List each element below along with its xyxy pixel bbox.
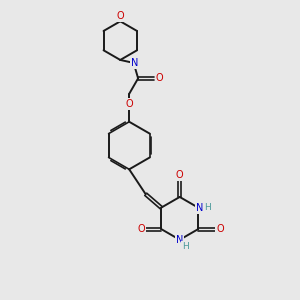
Text: H: H: [204, 203, 211, 212]
Text: N: N: [196, 203, 203, 213]
Text: O: O: [156, 74, 164, 83]
Text: O: O: [176, 170, 184, 180]
Text: H: H: [182, 242, 188, 251]
Text: O: O: [216, 224, 224, 234]
Text: O: O: [137, 224, 145, 234]
Text: O: O: [116, 11, 124, 21]
Text: N: N: [176, 235, 183, 245]
Text: N: N: [131, 58, 139, 68]
Text: O: O: [125, 99, 133, 109]
